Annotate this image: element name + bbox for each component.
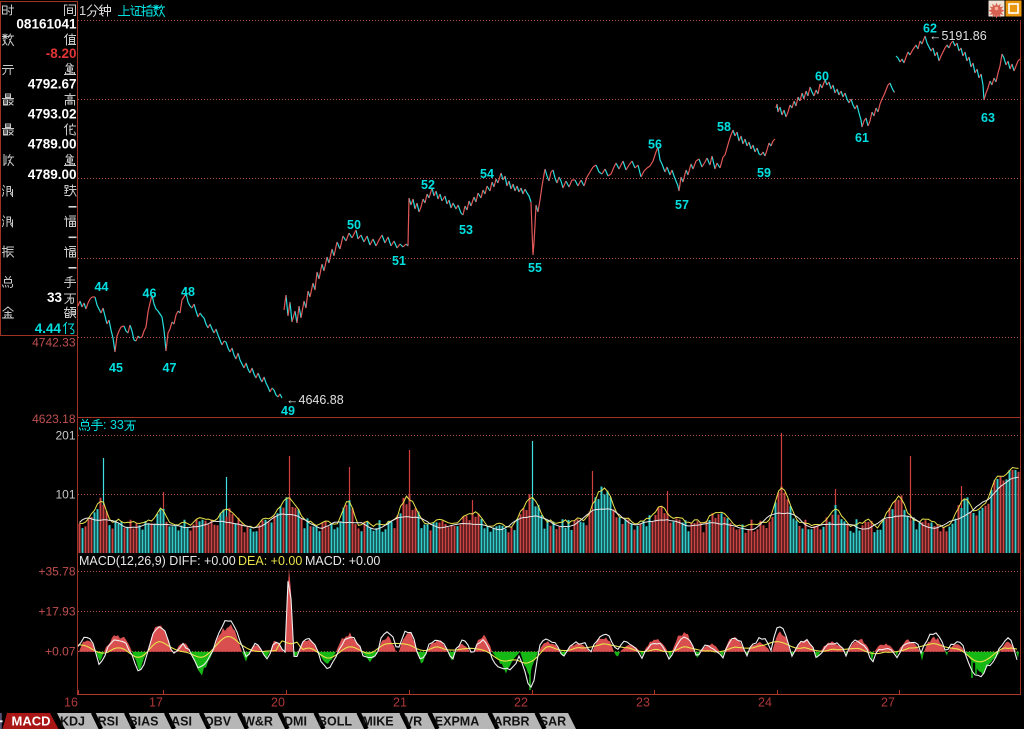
svg-text:20: 20 [271,696,285,710]
svg-text:BIAS: BIAS [129,715,159,729]
svg-text:MACD: MACD [12,714,51,729]
svg-text:KDJ: KDJ [60,715,85,729]
svg-text:16: 16 [64,696,78,710]
svg-text:ASI: ASI [171,715,192,729]
svg-text:←5191.86: ←5191.86 [929,29,987,43]
svg-text:VR: VR [405,715,422,729]
svg-text:4793.02: 4793.02 [28,107,77,122]
svg-text:DMI: DMI [284,715,307,729]
svg-text:54: 54 [480,167,494,181]
svg-text:44: 44 [95,280,109,294]
svg-text:1: 1 [79,3,86,18]
svg-text:BOLL: BOLL [318,715,352,729]
svg-text:48: 48 [181,285,195,299]
svg-text:24: 24 [758,696,772,710]
svg-text:4789.00: 4789.00 [28,167,77,182]
svg-text:58: 58 [717,120,731,134]
svg-text:62: 62 [923,22,937,36]
svg-text:21: 21 [393,696,407,710]
svg-text:EXPMA: EXPMA [435,715,479,729]
svg-text:59: 59 [757,166,771,180]
svg-text:MACD(12,26,9) DIFF: +0.00: MACD(12,26,9) DIFF: +0.00 [79,554,236,568]
svg-text:23: 23 [636,696,650,710]
svg-text:53: 53 [459,223,473,237]
svg-text:61: 61 [855,131,869,145]
svg-text:+17.93: +17.93 [38,605,75,619]
svg-text:57: 57 [675,198,689,212]
svg-text:4623.18: 4623.18 [32,412,76,426]
svg-text:+0.07: +0.07 [45,645,76,659]
svg-text:60: 60 [815,70,829,84]
svg-text:27: 27 [881,696,895,710]
svg-text:47: 47 [163,361,177,375]
svg-text:33: 33 [47,290,63,305]
svg-text:45: 45 [109,361,123,375]
svg-text:MIKE: MIKE [362,715,393,729]
svg-text:4742.33: 4742.33 [32,336,76,350]
svg-text:DEA: +0.00: DEA: +0.00 [238,554,302,568]
svg-text:22: 22 [514,696,528,710]
svg-text:4792.67: 4792.67 [28,77,77,92]
svg-text:56: 56 [648,138,662,152]
svg-text:4.44: 4.44 [35,321,62,336]
svg-text:: 33: : 33 [103,418,124,432]
svg-text:MACD: +0.00: MACD: +0.00 [305,554,380,568]
svg-text:W&R: W&R [243,715,273,729]
svg-text:49: 49 [281,404,295,418]
svg-text:51: 51 [392,254,406,268]
svg-text:-8.20: -8.20 [46,46,77,61]
svg-text:201: 201 [55,429,75,443]
svg-text:55: 55 [528,261,542,275]
svg-text:+35.78: +35.78 [38,565,75,579]
svg-text:←4646.88: ←4646.88 [286,393,344,407]
svg-text:RSI: RSI [98,715,119,729]
svg-text:46: 46 [143,287,157,301]
svg-text:52: 52 [421,178,435,192]
svg-text:63: 63 [981,111,995,125]
svg-text:101: 101 [55,488,75,502]
svg-text:ARBR: ARBR [493,715,529,729]
svg-text:SAR: SAR [540,715,566,729]
svg-text:4789.00: 4789.00 [28,137,77,152]
svg-text:OBV: OBV [204,715,232,729]
svg-text:50: 50 [347,218,361,232]
svg-text:17: 17 [149,696,163,710]
svg-text:08161041: 08161041 [16,17,77,32]
